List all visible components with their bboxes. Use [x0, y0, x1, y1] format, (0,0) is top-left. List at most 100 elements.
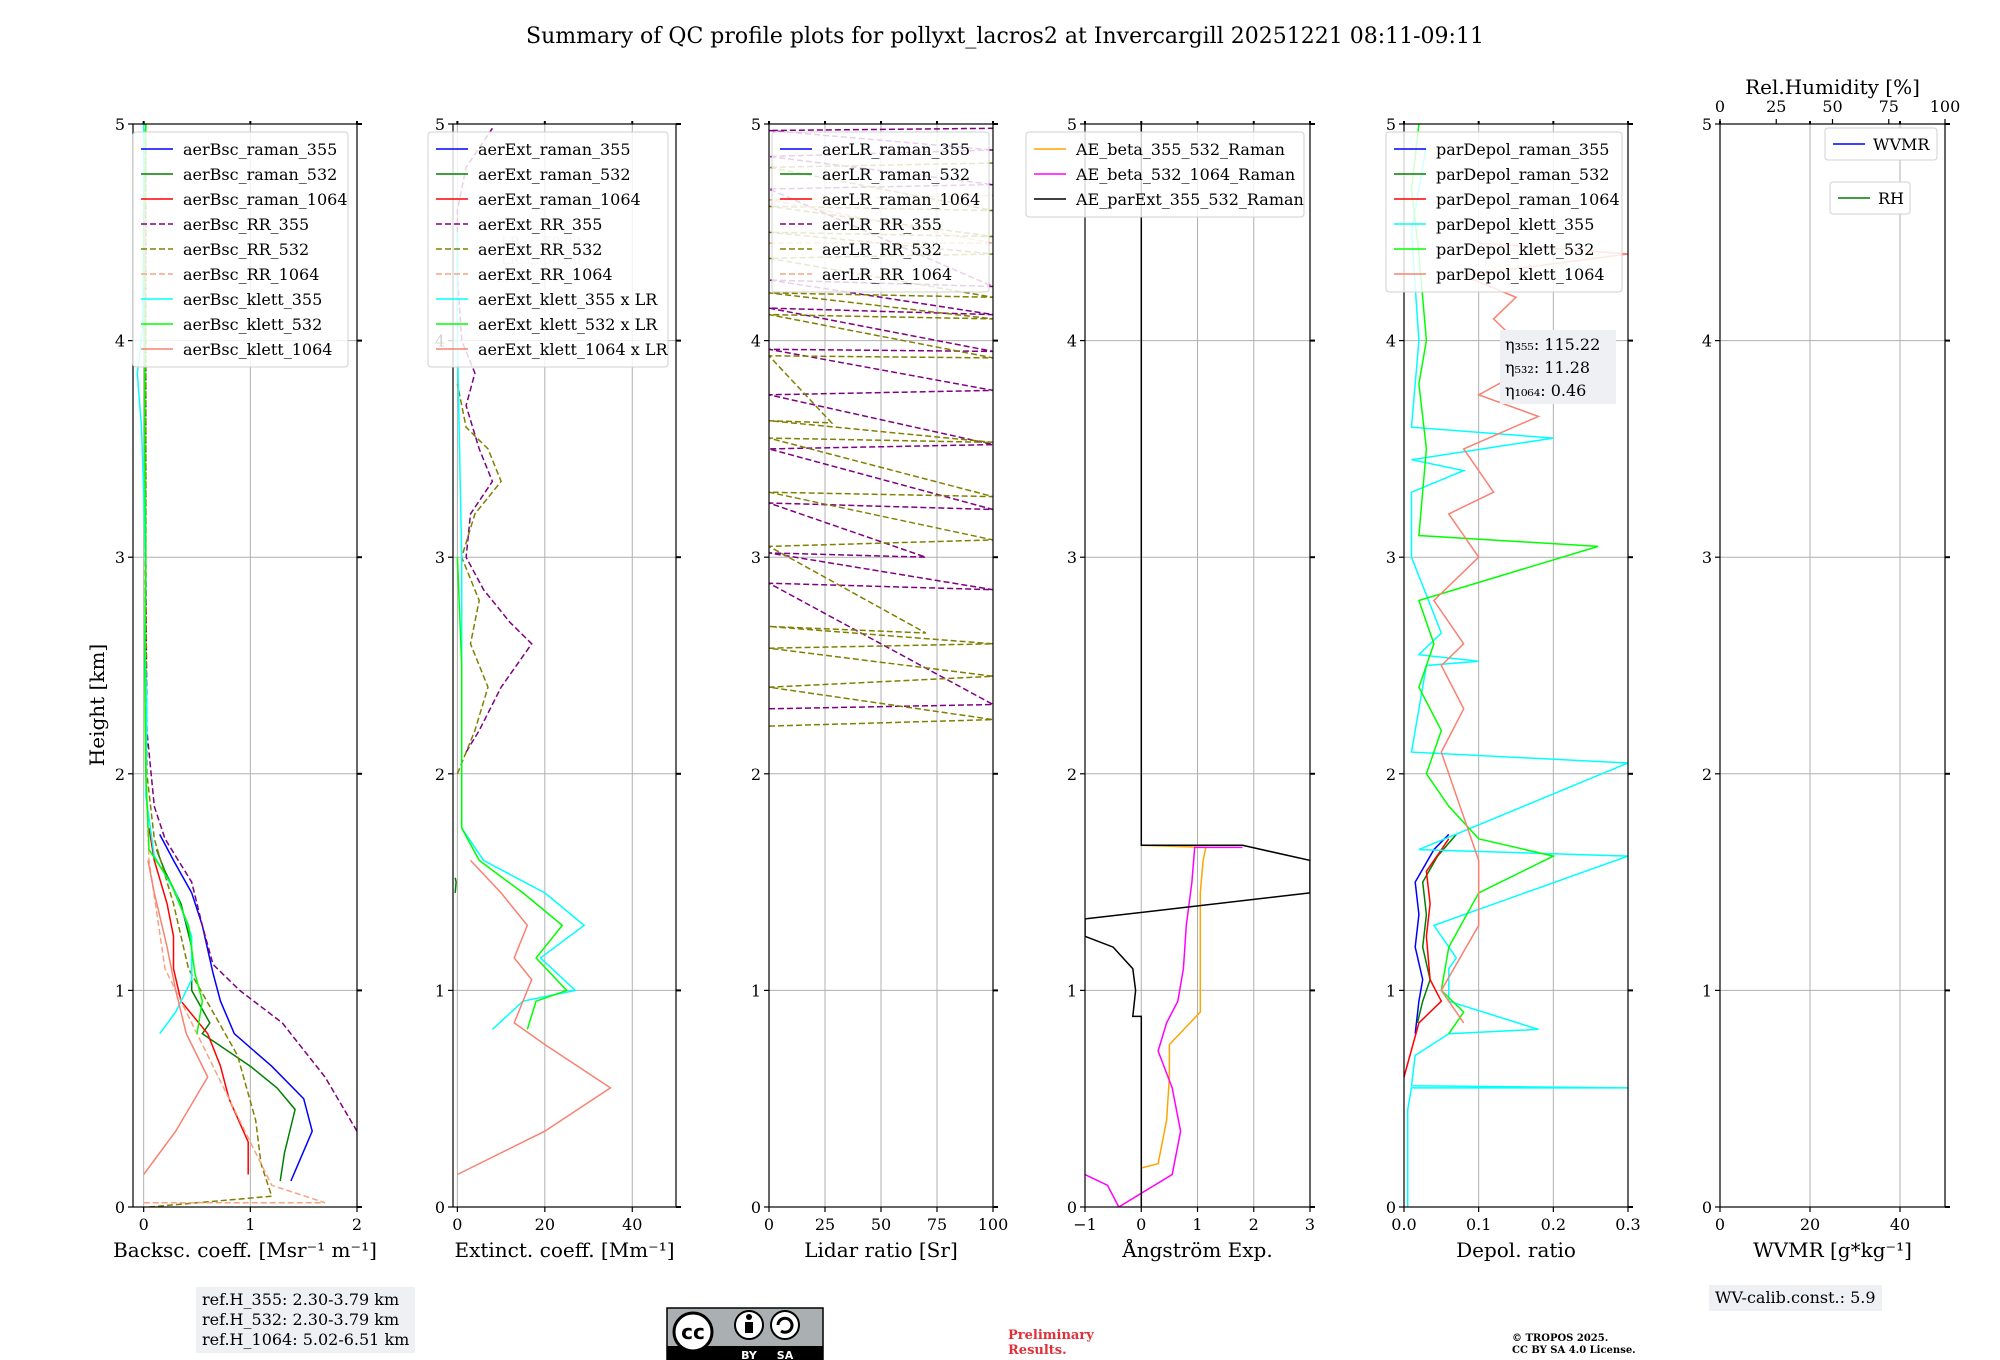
y-tick-label: 5 — [435, 115, 445, 134]
x-tick-label: 25 — [815, 1215, 835, 1234]
legend-label: aerExt_klett_532 x LR — [478, 315, 658, 334]
x-tick-label: 0 — [1136, 1215, 1146, 1234]
y-tick-label: 4 — [115, 332, 125, 351]
x-axis-label: Backsc. coeff. [Msr⁻¹ m⁻¹] — [113, 1238, 377, 1262]
legend-angstrom: AE_beta_355_532_Raman AE_beta_532_1064_Ra… — [1025, 131, 1305, 218]
y-tick-label: 3 — [435, 548, 445, 567]
y-tick-label: 4 — [1702, 332, 1712, 351]
y-tick-label: 1 — [751, 981, 761, 1000]
legend-label: AE_beta_532_1064_Raman — [1075, 165, 1295, 184]
x-tick-label: 40 — [1890, 1215, 1910, 1234]
legend-label: aerBsc_RR_532 — [183, 240, 309, 259]
legend-lidar_ratio: aerLR_raman_355 aerLR_raman_532 aerLR_rama… — [771, 131, 990, 293]
legend-label: aerBsc_klett_1064 — [183, 340, 332, 359]
axes-frame — [1719, 123, 1946, 1208]
series-aerExt_raman_532 — [454, 877, 457, 893]
x-axis-label: Ångström Exp. — [1121, 1237, 1272, 1262]
series-aerExt_klett_355 x LR — [456, 232, 586, 1030]
axes-frame — [452, 123, 677, 1208]
y-tick-label: 5 — [1702, 115, 1712, 134]
x-axis-label: Depol. ratio — [1456, 1238, 1576, 1262]
x-top-tick-label: 75 — [1879, 97, 1899, 116]
legend-backscatter: aerBsc_raman_355 aerBsc_raman_532 aerBsc_r… — [132, 131, 349, 368]
wv-calib-box: WV-calib.const.: 5.9 — [1709, 1285, 1882, 1311]
legend-label: parDepol_klett_355 — [1436, 215, 1594, 234]
legend-box — [1824, 127, 1938, 161]
y-tick-label: 1 — [1386, 981, 1396, 1000]
legend-label: aerExt_klett_355 x LR — [478, 290, 658, 309]
x-top-tick-label: 0 — [1715, 97, 1725, 116]
legend-label: parDepol_raman_355 — [1436, 140, 1609, 159]
x-tick-label: 0.1 — [1466, 1215, 1491, 1234]
series-AE_beta_355_532_Raman — [1141, 844, 1207, 1169]
x-tick-label: 1 — [1192, 1215, 1202, 1234]
panel-extinction: 01234502040Extinct. coeff. [Mm⁻¹]LR₃₅₅: … — [427, 115, 681, 1262]
y-tick-label: 2 — [115, 765, 125, 784]
cc-by-label: BY — [741, 1349, 758, 1360]
y-tick-label: 4 — [751, 332, 761, 351]
eta-annotation-box — [1500, 330, 1616, 404]
x-tick-label: 20 — [535, 1215, 555, 1234]
y-tick-label: 4 — [1386, 332, 1396, 351]
ref-height-355: ref.H_355: 2.30-3.79 km — [202, 1290, 400, 1309]
y-tick-label: 5 — [1067, 115, 1077, 134]
x-tick-label: 0.0 — [1391, 1215, 1416, 1234]
series-parDepol_raman_1064 — [1404, 838, 1450, 1078]
series-aerBsc_klett_1064 — [143, 860, 209, 1175]
y-tick-label: 0 — [751, 1198, 761, 1217]
x-tick-label: 0 — [764, 1215, 774, 1234]
x-tick-label: 2 — [1249, 1215, 1259, 1234]
legend-label: aerBsc_RR_1064 — [183, 265, 319, 284]
series-group — [1404, 124, 1628, 1207]
legend-box — [1025, 131, 1305, 218]
ref-height-1064: ref.H_1064: 5.02-6.51 km — [202, 1330, 410, 1349]
legend-label: aerLR_raman_532 — [822, 165, 970, 184]
legend-label: aerBsc_raman_1064 — [183, 190, 348, 209]
legend-label: parDepol_raman_532 — [1436, 165, 1609, 184]
preliminary-line-2: Results. — [1008, 1343, 1067, 1358]
y-tick-label: 0 — [1067, 1198, 1077, 1217]
legend-label: aerBsc_RR_355 — [183, 215, 309, 234]
panel-backscatter: 0 1 2 3 4 5 0 1 2 Backsc. coeff. [Msr⁻¹ m⁻¹] aerBs… — [113, 115, 377, 1262]
legend-label: aerExt_raman_1064 — [478, 190, 641, 209]
legend-label: aerExt_klett_1064 x LR — [478, 340, 668, 359]
y-axis-label: Height [km] — [85, 644, 109, 766]
series-group — [1085, 124, 1310, 1207]
series-group — [136, 124, 357, 1207]
legend-box — [132, 131, 349, 368]
x-tick-label: 100 — [978, 1215, 1009, 1234]
legend-label: parDepol_klett_532 — [1436, 240, 1594, 259]
panel-depolarization: 0 1 2 3 4 5 0.0 0.1 0.2 0.3 Depol. ratio parDepol_r… — [1385, 115, 1641, 1262]
y-tick-label: 5 — [751, 115, 761, 134]
y-tick-label: 3 — [115, 548, 125, 567]
ref-height-532: ref.H_532: 2.30-3.79 km — [202, 1310, 400, 1329]
sa-icon — [770, 1310, 800, 1340]
y-tick-label: 4 — [1067, 332, 1077, 351]
x-top-tick-label: 25 — [1766, 97, 1786, 116]
preliminary-note: Preliminary Results. — [1008, 1328, 1094, 1358]
series-aerBsc_raman_355 — [159, 834, 313, 1182]
legend-label: aerExt_raman_355 — [478, 140, 631, 159]
series-aerExt_RR_532 — [456, 383, 502, 775]
series-parDepol_klett_532 — [1410, 124, 1599, 1035]
legend-label: parDepol_klett_1064 — [1436, 265, 1605, 284]
y-tick-label: 3 — [751, 548, 761, 567]
legend-label: aerLR_RR_532 — [822, 240, 942, 259]
x-top-tick-label: 100 — [1930, 97, 1961, 116]
x-top-axis-label: Rel.Humidity [%] — [1745, 75, 1920, 99]
ref-heights-box: ref.H_355: 2.30-3.79 km ref.H_532: 2.30-… — [196, 1287, 416, 1353]
y-tick-label: 3 — [1702, 548, 1712, 567]
series-aerExt_klett_1064 x LR — [457, 859, 612, 1176]
y-tick-label: 0 — [1702, 1198, 1712, 1217]
y-tick-label: 0 — [115, 1198, 125, 1217]
legend-label: aerExt_RR_355 — [478, 215, 602, 234]
series-aerLR_RR_532 — [769, 162, 993, 727]
x-top-tick-label: 50 — [1822, 97, 1842, 116]
legend-label: aerExt_RR_532 — [478, 240, 602, 259]
x-tick-label: 1 — [245, 1215, 255, 1234]
y-tick-label: 1 — [435, 981, 445, 1000]
y-tick-label: 2 — [1386, 765, 1396, 784]
